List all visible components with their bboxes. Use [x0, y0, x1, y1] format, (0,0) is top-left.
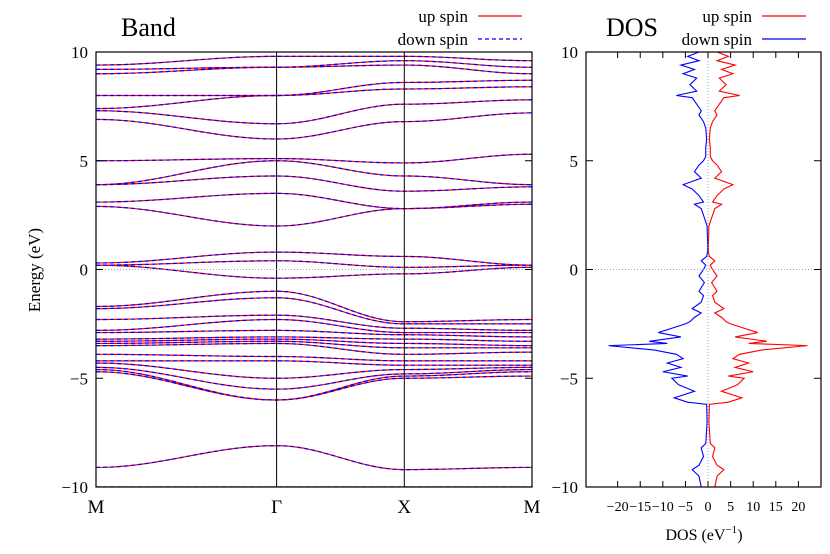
dos-y-tick-label-1: −5: [560, 369, 578, 388]
band-down-17: [96, 264, 532, 279]
band-up-17: [96, 264, 532, 279]
band-down-2: [96, 371, 532, 401]
dos-x-tick-label-4: 0: [705, 500, 712, 515]
band-down-19: [96, 251, 532, 266]
band-legend: up spin down spin: [398, 7, 522, 49]
band-down-0: [96, 445, 532, 471]
band-x-tick-label-2: X: [397, 497, 411, 518]
dos-legend-label-up: up spin: [702, 7, 752, 26]
band-down-8: [96, 342, 532, 355]
band-down-6: [96, 360, 532, 366]
band-down-3: [96, 368, 532, 401]
band-up-0: [96, 445, 532, 471]
band-down-21: [96, 192, 532, 210]
band-down-29: [96, 64, 532, 75]
high-symmetry-lines: [276, 52, 405, 487]
band-down-31: [96, 55, 532, 66]
band-down-23: [96, 160, 532, 186]
band-y-tick-label-0: −10: [61, 478, 88, 497]
band-down-7: [96, 353, 532, 362]
dos-x-tick-label-6: 10: [746, 500, 760, 515]
band-x-tick-label-3: M: [524, 497, 541, 518]
band-y-ticks: −10 −5 0 5 10: [61, 43, 532, 497]
dos-y-tick-label-0: −10: [551, 478, 578, 497]
dos-x-tick-label-2: −10: [652, 500, 674, 515]
dos-x-tick-label-1: −15: [629, 500, 651, 515]
band-up-24: [96, 153, 532, 164]
dos-y-tick-label-4: 10: [561, 43, 578, 62]
band-down-9: [96, 340, 532, 349]
band-down-26: [96, 99, 532, 125]
band-down-16: [96, 290, 532, 323]
band-down-12: [96, 329, 532, 338]
band-lines: [96, 55, 532, 487]
band-y-axis-label: Energy (eV): [25, 228, 44, 312]
dos-x-axis-label: DOS (eV−1): [665, 524, 742, 544]
band-down-5: [96, 362, 532, 379]
dos-x-tick-label-3: −5: [678, 500, 693, 515]
band-x-tick-label-1: Γ: [271, 497, 282, 518]
band-down-28: [96, 79, 532, 97]
dos-x-tick-label-7: 15: [769, 500, 783, 515]
band-down-30: [96, 60, 532, 70]
dos-y-tick-label-2: 0: [570, 261, 579, 280]
dos-x-tick-label-0: −20: [607, 500, 629, 515]
band-legend-label-down: down spin: [398, 30, 469, 49]
band-x-tick-label-0: M: [88, 497, 105, 518]
dos-x-tick-label-5: 5: [727, 500, 734, 515]
dos-curve-down: [608, 52, 709, 487]
band-down-15: [96, 297, 532, 325]
band-y-tick-label-4: 10: [71, 43, 88, 62]
band-down-10: [96, 338, 532, 347]
band-down-25: [96, 112, 532, 140]
band-y-tick-label-2: 0: [80, 261, 89, 280]
band-up-16: [96, 290, 532, 323]
band-up-19: [96, 251, 532, 266]
band-down-18: [96, 260, 532, 268]
band-down-14: [96, 314, 532, 331]
dos-y-ticks: −10 −5 0 5 10: [551, 43, 821, 497]
dos-x-tick-label-8: 20: [791, 500, 805, 515]
band-up-13: [96, 318, 532, 334]
band-legend-label-up: up spin: [418, 7, 468, 26]
band-down-4: [96, 366, 532, 390]
dos-x-ticks: −20 −15 −10 −5 0 5 10 15 20: [607, 52, 805, 515]
dos-lines: [608, 52, 808, 487]
band-panel: −10 −5 0 5 10 M Γ X M Band Energy (eV) up spin …: [25, 7, 541, 518]
band-down-27: [96, 86, 532, 110]
dos-y-tick-label-3: 5: [570, 152, 579, 171]
band-title: Band: [121, 13, 176, 42]
dos-legend: up spin down spin: [682, 7, 806, 49]
band-down-20: [96, 203, 532, 227]
band-y-tick-label-1: −5: [70, 369, 88, 388]
dos-legend-label-down: down spin: [682, 30, 753, 49]
dos-curve-up: [707, 52, 808, 487]
dos-title: DOS: [606, 13, 658, 42]
band-down-22: [96, 175, 532, 192]
band-down-24: [96, 153, 532, 164]
band-down-13: [96, 318, 532, 334]
band-y-tick-label-3: 5: [80, 152, 89, 171]
band-down-11: [96, 336, 532, 342]
